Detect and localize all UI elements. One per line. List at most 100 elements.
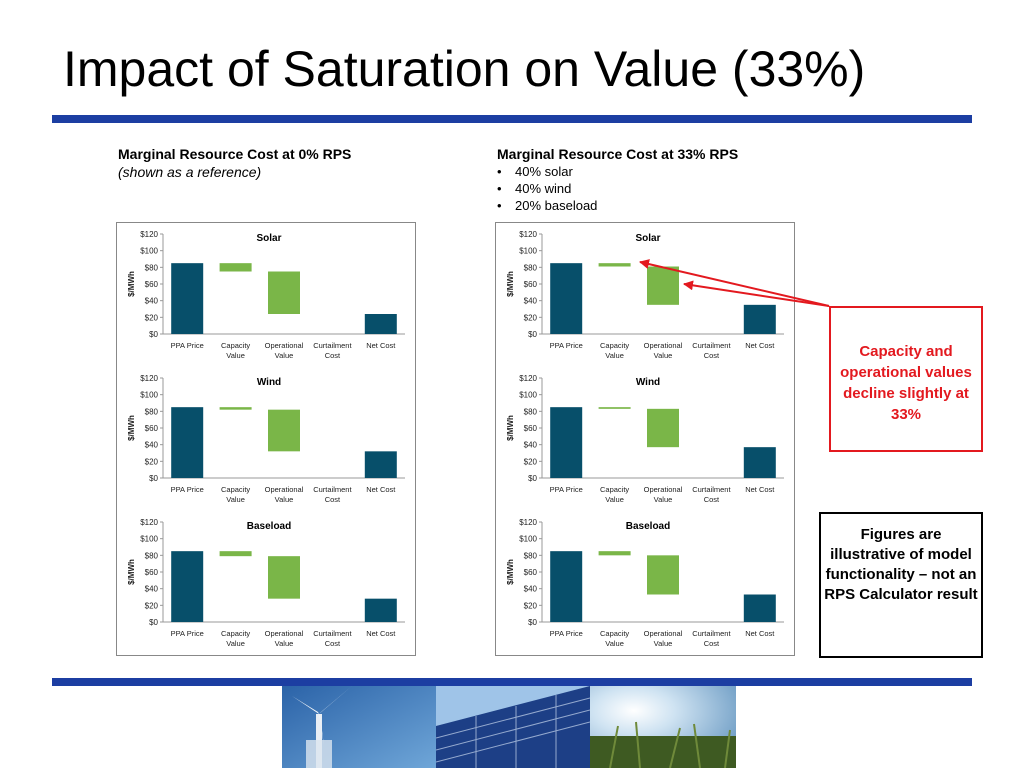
y-tick-label: $80	[145, 263, 159, 272]
chart-title: Solar	[635, 233, 660, 244]
x-tick-label: Cost	[325, 639, 341, 648]
bar	[743, 447, 776, 478]
left-heading: Marginal Resource Cost at 0% RPS	[118, 146, 352, 162]
bar	[647, 408, 679, 448]
y-tick-label: $0	[528, 474, 537, 483]
x-tick-label: Capacity	[600, 485, 629, 494]
bullet-item: 40% solar	[497, 163, 738, 180]
y-tick-label: $100	[140, 247, 158, 256]
x-tick-label: Curtailment	[313, 341, 352, 350]
x-tick-label: PPA Price	[171, 485, 204, 494]
y-tick-label: $20	[524, 457, 538, 466]
x-tick-label: Value	[226, 351, 245, 360]
y-axis-label: $/MWh	[127, 559, 136, 585]
y-tick-label: $100	[519, 247, 537, 256]
x-tick-label: Curtailment	[692, 629, 731, 638]
x-tick-label: Net Cost	[366, 341, 396, 350]
x-tick-label: Net Cost	[745, 629, 775, 638]
x-tick-label: Cost	[704, 639, 720, 648]
y-tick-label: $0	[528, 330, 537, 339]
x-tick-label: Value	[226, 639, 245, 648]
chart-title: Baseload	[626, 521, 670, 532]
bar	[268, 556, 300, 599]
bar	[647, 266, 679, 305]
bar	[268, 409, 300, 452]
y-tick-label: $80	[524, 263, 538, 272]
bar	[598, 263, 631, 267]
y-tick-label: $40	[145, 441, 159, 450]
bar	[268, 271, 300, 314]
y-tick-label: $80	[524, 551, 538, 560]
y-tick-label: $0	[149, 330, 158, 339]
y-tick-label: $120	[519, 374, 537, 383]
x-tick-label: PPA Price	[550, 341, 583, 350]
x-tick-label: Net Cost	[366, 485, 396, 494]
x-tick-label: PPA Price	[550, 629, 583, 638]
bar	[647, 555, 679, 595]
y-tick-label: $0	[149, 474, 158, 483]
chart-wind-33-rps: $0 $20 $40 $60 $80 $100 $120 $/MWh Wind PPA Price…	[506, 374, 784, 504]
bar	[171, 407, 204, 478]
y-tick-label: $100	[519, 535, 537, 544]
x-tick-label: Capacity	[221, 629, 250, 638]
x-tick-label: Net Cost	[745, 341, 775, 350]
y-tick-label: $120	[140, 518, 158, 527]
y-axis-label: $/MWh	[127, 271, 136, 297]
chart-solar-0-rps: $0 $20 $40 $60 $80 $100 $120 $/MWh Solar PPA Pric…	[127, 230, 405, 360]
crop-field-photo	[590, 686, 736, 768]
bar	[364, 598, 397, 622]
y-tick-label: $60	[145, 568, 159, 577]
chart-title: Wind	[636, 377, 660, 388]
x-tick-label: Cost	[325, 351, 341, 360]
chart-baseload-0-rps: $0 $20 $40 $60 $80 $100 $120 $/MWh Baseload PPA P…	[127, 518, 405, 648]
chart-panel-0-rps: $0 $20 $40 $60 $80 $100 $120 $/MWh Solar PPA Pric…	[116, 222, 416, 656]
x-tick-label: Operational	[265, 485, 304, 494]
chart-baseload-33-rps: $0 $20 $40 $60 $80 $100 $120 $/MWh Baseload PPA P…	[506, 518, 784, 648]
wind-turbine-photo	[282, 686, 436, 768]
chart-title: Baseload	[247, 521, 291, 532]
y-tick-label: $120	[519, 518, 537, 527]
x-tick-label: Operational	[644, 341, 683, 350]
chart-title: Solar	[256, 233, 281, 244]
solar-panel-photo	[436, 686, 590, 768]
x-tick-label: Curtailment	[692, 485, 731, 494]
y-tick-label: $40	[145, 297, 159, 306]
scenario-bullet-list: 40% solar 40% wind 20% baseload	[497, 163, 738, 214]
bar	[219, 263, 252, 272]
x-tick-label: Net Cost	[366, 629, 396, 638]
y-tick-label: $100	[140, 535, 158, 544]
x-tick-label: PPA Price	[171, 341, 204, 350]
x-tick-label: Capacity	[221, 485, 250, 494]
y-tick-label: $20	[524, 313, 538, 322]
footer-photo-strip	[282, 686, 736, 768]
x-tick-label: PPA Price	[171, 629, 204, 638]
y-tick-label: $120	[140, 374, 158, 383]
y-tick-label: $120	[519, 230, 537, 239]
y-axis-label: $/MWh	[506, 559, 515, 585]
x-tick-label: Operational	[265, 341, 304, 350]
y-tick-label: $0	[149, 618, 158, 627]
x-tick-label: Operational	[265, 629, 304, 638]
x-tick-label: Cost	[704, 351, 720, 360]
bar	[219, 407, 252, 410]
y-tick-label: $80	[145, 551, 159, 560]
y-axis-label: $/MWh	[506, 271, 515, 297]
left-subtitle: (shown as a reference)	[118, 164, 262, 180]
bar	[364, 314, 397, 334]
x-tick-label: Value	[654, 495, 673, 504]
right-heading: Marginal Resource Cost at 33% RPS	[497, 146, 739, 162]
y-tick-label: $60	[524, 280, 538, 289]
bar	[550, 263, 583, 334]
x-tick-label: Capacity	[221, 341, 250, 350]
left-column-header: Marginal Resource Cost at 0% RPS (shown …	[118, 145, 351, 181]
bar	[598, 407, 631, 409]
x-tick-label: Capacity	[600, 341, 629, 350]
y-tick-label: $20	[145, 601, 159, 610]
chart-wind-0-rps: $0 $20 $40 $60 $80 $100 $120 $/MWh Wind PPA Price…	[127, 374, 405, 504]
x-tick-label: Value	[605, 351, 624, 360]
x-tick-label: Curtailment	[313, 485, 352, 494]
x-tick-label: Value	[605, 639, 624, 648]
x-tick-label: Net Cost	[745, 485, 775, 494]
chart-panel-33-rps: $0 $20 $40 $60 $80 $100 $120 $/MWh Solar PPA Pric…	[495, 222, 795, 656]
y-tick-label: $60	[145, 280, 159, 289]
